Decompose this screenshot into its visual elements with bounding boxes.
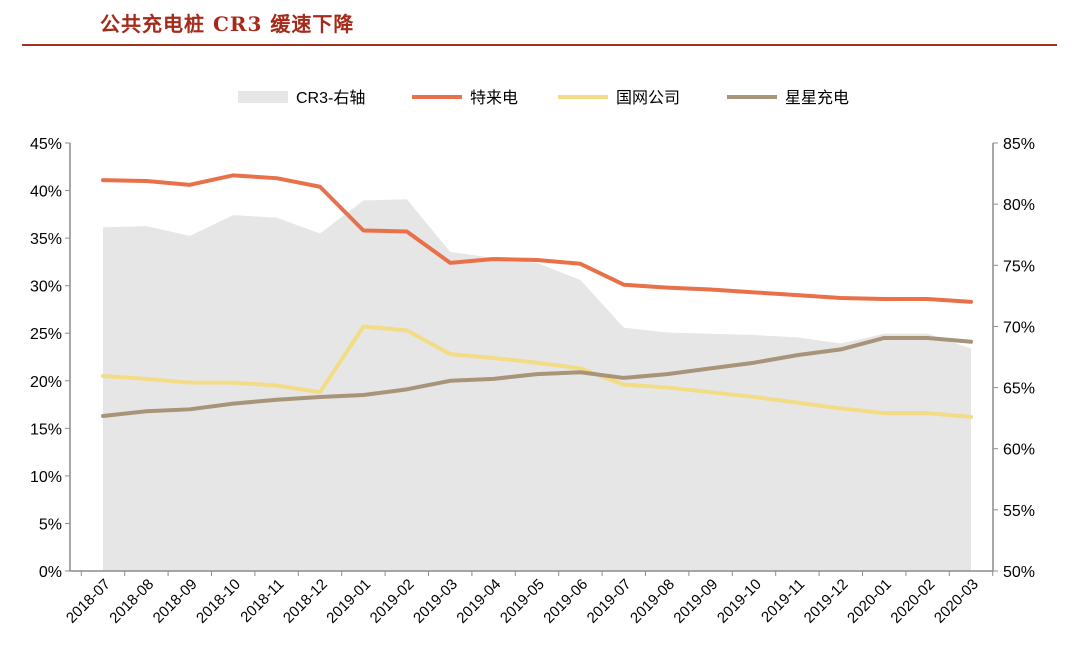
left-tick-label: 45% <box>30 136 62 153</box>
left-tick-label: 40% <box>30 184 62 201</box>
x-tick-label: 2019-11 <box>758 576 808 626</box>
title-underline <box>22 44 1057 46</box>
x-tick-label: 2018-10 <box>193 576 244 627</box>
legend: CR3-右轴 特来电 国网公司 星星充电 <box>238 89 849 107</box>
x-tick-label: 2018-12 <box>280 576 331 627</box>
x-tick-label: 2019-04 <box>453 576 504 627</box>
series-line-星星充电 <box>101 335 973 418</box>
x-tick-label: 2019-06 <box>540 576 591 627</box>
legend-swatch-cr3 <box>238 91 288 103</box>
left-tick-label: 35% <box>30 231 62 248</box>
chart-title: 公共充电桩 CR3 缓速下降 <box>100 12 355 36</box>
x-tick-label: 2019-08 <box>627 576 678 627</box>
legend-label-国网公司: 国网公司 <box>616 90 680 107</box>
left-tick-label: 5% <box>39 516 62 533</box>
x-tick-label: 2019-10 <box>714 576 765 627</box>
x-tick-label: 2020-03 <box>931 576 982 627</box>
x-tick-label: 2019-05 <box>497 576 548 627</box>
x-tick-label: 2019-02 <box>367 576 418 627</box>
legend-label-星星充电: 星星充电 <box>785 89 849 107</box>
left-tick-label: 30% <box>30 279 62 296</box>
legend-label-特来电: 特来电 <box>470 89 518 107</box>
left-tick-label: 25% <box>30 326 62 343</box>
right-tick-label: 75% <box>1003 258 1035 275</box>
x-tick-label: 2020-02 <box>887 576 938 627</box>
left-tick-label: 15% <box>30 421 62 438</box>
cr3-area-layer <box>103 199 971 571</box>
x-tick-label: 2019-01 <box>323 576 374 627</box>
legend-label-cr3: CR3-右轴 <box>296 89 365 107</box>
right-tick-label: 65% <box>1003 381 1035 398</box>
left-tick-label: 0% <box>39 564 62 581</box>
right-tick-label: 55% <box>1003 503 1035 520</box>
x-tick-label: 2020-01 <box>844 576 895 627</box>
x-tick-label: 2018-09 <box>150 576 201 627</box>
x-tick-label: 2019-07 <box>584 576 635 627</box>
x-tick-label: 2018-11 <box>237 576 287 626</box>
right-tick-label: 85% <box>1003 136 1035 153</box>
cr3-area <box>103 199 971 571</box>
right-tick-label: 50% <box>1003 564 1035 581</box>
right-tick-label: 70% <box>1003 319 1035 336</box>
left-tick-label: 20% <box>30 374 62 391</box>
right-tick-label: 60% <box>1003 442 1035 459</box>
x-tick-label: 2019-12 <box>801 576 852 627</box>
left-tick-label: 10% <box>30 469 62 486</box>
series-lines-layer <box>101 173 973 419</box>
x-tick-label: 2018-07 <box>63 576 114 627</box>
series-line-特来电 <box>101 173 973 304</box>
x-tick-label: 2019-03 <box>410 576 461 627</box>
right-tick-label: 80% <box>1003 197 1035 214</box>
x-tick-label: 2019-09 <box>670 576 721 627</box>
x-tick-label: 2018-08 <box>106 576 157 627</box>
series-line-国网公司 <box>101 324 973 419</box>
